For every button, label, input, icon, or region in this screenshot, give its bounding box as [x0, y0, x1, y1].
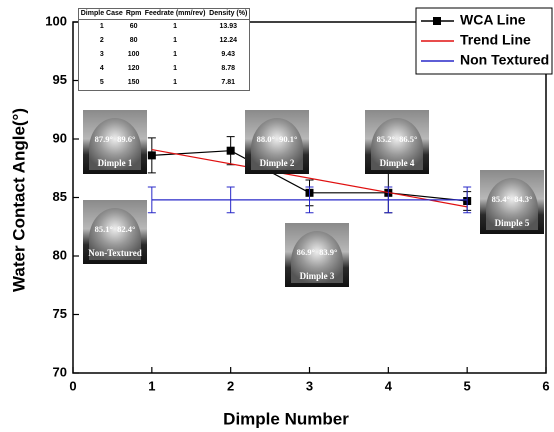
- marker: [226, 146, 235, 155]
- y-tick-label: 70: [53, 364, 67, 379]
- contact-angles: 86.9° 83.9°: [285, 247, 349, 257]
- contact-angles: 88.0° 90.1°: [245, 134, 309, 144]
- x-tick-label: 6: [542, 378, 549, 393]
- x-tick-label: 0: [69, 378, 76, 393]
- left-angle: 87.9°: [94, 134, 113, 144]
- table-cell: 60: [129, 23, 138, 30]
- y-tick-label: 100: [45, 13, 67, 28]
- droplet: [89, 208, 141, 260]
- x-tick-label: 5: [464, 378, 471, 393]
- table-row: 2 80 1 12.24: [79, 34, 250, 48]
- droplet-image: 88.0° 90.1° Dimple 2: [245, 110, 309, 174]
- table-row: 4 120 1 8.78: [79, 62, 250, 76]
- left-angle: 85.4°: [491, 194, 510, 204]
- table-cell: 4: [99, 65, 104, 72]
- droplet: [251, 118, 303, 170]
- table-cell: 13.93: [219, 23, 237, 30]
- x-axis-title: Dimple Number: [223, 409, 349, 428]
- error-bar: [226, 186, 235, 214]
- table-cell: 1: [173, 79, 178, 86]
- droplet-image: 85.4° 84.3° Dimple 5: [480, 170, 544, 234]
- droplet-label: Dimple 3: [299, 271, 335, 281]
- y-axis-title: Water Contact Angle(°): [9, 108, 28, 292]
- x-tick-label: 2: [227, 378, 234, 393]
- error-bar: [147, 186, 156, 214]
- droplet: [89, 118, 141, 170]
- table-cell: 1: [99, 23, 104, 30]
- contact-angles: 85.1° 82.4°: [83, 224, 147, 234]
- table-cell: 3: [99, 51, 104, 58]
- table-cell: 1: [173, 23, 178, 30]
- contact-angles: 85.2° 86.5°: [365, 134, 429, 144]
- y-tick-label: 75: [53, 306, 67, 321]
- x-tick-label: 1: [148, 378, 155, 393]
- droplet-label: Non-Textured: [88, 248, 142, 258]
- legend-label: Non Textured: [460, 52, 549, 68]
- table-header-cell: Feedrate (mm/rev): [142, 8, 208, 20]
- right-angle: 83.9°: [319, 247, 338, 257]
- left-angle: 85.2°: [376, 134, 395, 144]
- error-bar: [384, 186, 393, 214]
- left-angle: 86.9°: [296, 247, 315, 257]
- y-tick-label: 80: [53, 247, 67, 262]
- droplet-label: Dimple 1: [97, 158, 133, 168]
- marker: [147, 151, 156, 160]
- table-row: 1 60 1 13.93: [79, 20, 250, 35]
- table-header-row: Dimple Case Rpm Feedrate (mm/rev) Density (…: [78, 8, 250, 20]
- table-cell: 8.78: [221, 65, 236, 72]
- table-cell: 1: [173, 51, 178, 58]
- contact-angles: 87.9° 89.6°: [83, 134, 147, 144]
- contact-angles: 85.4° 84.3°: [480, 194, 544, 204]
- droplet-image: 85.2° 86.5° Dimple 4: [365, 110, 429, 174]
- droplet-label: Dimple 4: [379, 158, 415, 168]
- right-angle: 82.4°: [117, 224, 136, 234]
- legend-marker: [433, 17, 441, 25]
- x-tick-label: 4: [385, 378, 393, 393]
- droplet: [371, 118, 423, 170]
- table-header-cell: Rpm: [124, 8, 143, 20]
- legend-label: WCA Line: [460, 12, 526, 28]
- droplet-label: Dimple 5: [494, 218, 530, 228]
- table-cell: 150: [127, 79, 140, 86]
- droplet: [486, 178, 538, 230]
- table-cell: 9.43: [221, 51, 236, 58]
- y-tick-label: 90: [53, 130, 67, 145]
- left-angle: 88.0°: [256, 134, 275, 144]
- table-cell: 120: [127, 65, 140, 72]
- droplet-label: Dimple 2: [259, 158, 295, 168]
- right-angle: 90.1°: [279, 134, 298, 144]
- right-angle: 89.6°: [117, 134, 136, 144]
- right-angle: 86.5°: [399, 134, 418, 144]
- droplet: [291, 231, 343, 283]
- table-row: 3 100 1 9.43: [79, 48, 250, 62]
- table-cell: 5: [99, 79, 104, 86]
- table-cell: 1: [173, 37, 178, 44]
- table-cell: 12.24: [219, 37, 237, 44]
- table-row: 5 150 1 7.81: [79, 76, 250, 91]
- table-cell: 100: [127, 51, 140, 58]
- table-cell: 7.81: [221, 79, 236, 86]
- table-header-cell: Density (%): [207, 8, 250, 20]
- error-bar: [305, 186, 314, 214]
- series-line: [151, 148, 468, 208]
- left-angle: 85.1°: [94, 224, 113, 234]
- data-table: Dimple Case Rpm Feedrate (mm/rev) Density (…: [78, 8, 250, 91]
- table-header-cell: Dimple Case: [78, 8, 125, 20]
- table-cell: 1: [173, 65, 178, 72]
- y-tick-label: 85: [53, 189, 67, 204]
- legend-label: Trend Line: [460, 32, 531, 48]
- y-tick-label: 95: [53, 72, 67, 87]
- droplet-image: 86.9° 83.9° Dimple 3: [285, 223, 349, 287]
- right-angle: 84.3°: [514, 194, 533, 204]
- table-cell: 80: [129, 37, 138, 44]
- table-cell: 2: [99, 37, 104, 44]
- droplet-image: 85.1° 82.4° Non-Textured: [83, 200, 147, 264]
- x-tick-label: 3: [306, 378, 313, 393]
- droplet-image: 87.9° 89.6° Dimple 1: [83, 110, 147, 174]
- error-bar: [463, 186, 472, 214]
